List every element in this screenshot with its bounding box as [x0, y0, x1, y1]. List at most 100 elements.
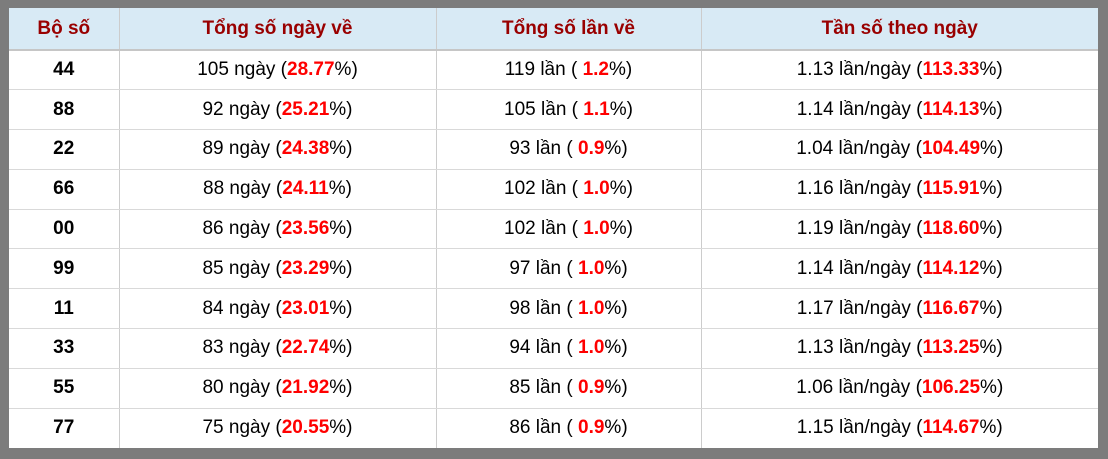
pair-cell: 88 [9, 89, 120, 131]
times-percent: 0.9 [578, 138, 605, 160]
days-percent: 21.92 [281, 377, 330, 399]
times-percent: 1.0 [578, 297, 605, 319]
frequency-text: 1.13 lần/ngày ( [796, 337, 923, 359]
pair-value: 77 [53, 417, 75, 439]
frequency-percent: 114.13 [922, 98, 980, 120]
pair-cell: 66 [9, 169, 120, 210]
frequency-cell: 1.16 lần/ngày (115.91%) [701, 169, 1098, 210]
frequency-close: %) [980, 138, 1004, 160]
frequency-text: 1.06 lần/ngày ( [796, 377, 922, 399]
frequency-cell: 1.14 lần/ngày (114.12%) [701, 248, 1098, 290]
days-close: %) [329, 98, 353, 120]
frequency-percent: 106.25 [921, 377, 981, 399]
times-cell: 119 lần ( 1.2%) [436, 50, 702, 91]
times-text: 86 lần ( [509, 417, 578, 439]
times-percent: 1.0 [583, 178, 610, 200]
pair-value: 44 [53, 59, 75, 81]
times-cell: 86 lần ( 0.9%) [436, 408, 702, 448]
times-text: 94 lần ( [509, 337, 578, 359]
times-close: %) [609, 218, 633, 240]
days-cell: 83 ngày (22.74%) [119, 328, 437, 369]
table-row: 66 88 ngày (24.11%) 102 lần ( 1.0%) 1.16… [9, 169, 1098, 210]
times-cell: 102 lần ( 1.0%) [436, 209, 702, 250]
times-close: %) [604, 138, 628, 160]
frequency-text: 1.04 lần/ngày ( [796, 138, 922, 160]
days-cell: 89 ngày (24.38%) [119, 129, 437, 170]
frequency-close: %) [979, 337, 1003, 359]
frequency-text: 1.19 lần/ngày ( [796, 218, 923, 240]
header-total-times: Tổng số lần về [436, 8, 702, 51]
pair-statistics-table: Bộ số Tổng số ngày về Tổng số lần về Tần… [9, 8, 1098, 448]
days-percent: 20.55 [281, 417, 330, 439]
times-percent: 1.0 [583, 218, 610, 240]
days-percent: 23.56 [281, 218, 330, 240]
header-frequency-per-day: Tần số theo ngày [701, 8, 1098, 51]
times-cell: 102 lần ( 1.0%) [436, 169, 702, 210]
header-pair: Bộ số [9, 8, 120, 51]
days-text: 85 ngày ( [202, 257, 282, 279]
days-text: 86 ngày ( [202, 218, 282, 240]
table-row: 11 84 ngày (23.01%) 98 lần ( 1.0%) 1.17 … [9, 288, 1098, 330]
frequency-close: %) [979, 297, 1003, 319]
days-close: %) [328, 178, 352, 200]
days-close: %) [329, 218, 353, 240]
times-cell: 97 lần ( 1.0%) [436, 248, 702, 290]
times-percent: 1.0 [578, 257, 605, 279]
days-text: 105 ngày ( [197, 59, 287, 81]
times-cell: 93 lần ( 0.9%) [436, 129, 702, 170]
frequency-percent: 113.25 [922, 337, 980, 359]
days-close: %) [329, 257, 353, 279]
frequency-text: 1.14 lần/ngày ( [796, 98, 923, 120]
days-text: 88 ngày ( [203, 178, 283, 200]
days-cell: 92 ngày (25.21%) [119, 89, 437, 131]
times-text: 98 lần ( [509, 297, 578, 319]
days-cell: 88 ngày (24.11%) [119, 169, 437, 210]
frequency-close: %) [979, 98, 1003, 120]
table-row: 88 92 ngày (25.21%) 105 lần ( 1.1%) 1.14… [9, 89, 1098, 131]
days-cell: 86 ngày (23.56%) [119, 209, 437, 250]
days-cell: 80 ngày (21.92%) [119, 368, 437, 409]
days-text: 75 ngày ( [202, 417, 282, 439]
days-close: %) [329, 337, 353, 359]
days-close: %) [329, 377, 353, 399]
header-row: Bộ số Tổng số ngày về Tổng số lần về Tần… [9, 8, 1098, 51]
frequency-percent: 115.91 [922, 178, 980, 200]
frequency-text: 1.17 lần/ngày ( [796, 297, 923, 319]
times-percent: 1.1 [583, 98, 610, 120]
frequency-close: %) [979, 218, 1003, 240]
times-text: 102 lần ( [504, 178, 584, 200]
pair-value: 33 [53, 337, 75, 359]
frequency-percent: 104.49 [921, 138, 981, 160]
days-cell: 75 ngày (20.55%) [119, 408, 437, 448]
days-close: %) [334, 59, 358, 81]
times-percent: 1.2 [582, 59, 609, 81]
pair-cell: 22 [9, 129, 120, 170]
days-percent: 23.01 [281, 297, 330, 319]
times-text: 85 lần ( [509, 377, 578, 399]
days-close: %) [329, 297, 353, 319]
frequency-percent: 113.33 [922, 59, 980, 81]
pair-value: 55 [53, 377, 75, 399]
pair-cell: 55 [9, 368, 120, 409]
times-cell: 105 lần ( 1.1%) [436, 89, 702, 131]
times-close: %) [609, 178, 633, 200]
times-text: 97 lần ( [509, 257, 578, 279]
days-text: 92 ngày ( [202, 98, 282, 120]
frequency-cell: 1.14 lần/ngày (114.13%) [701, 89, 1098, 131]
frequency-percent: 114.12 [922, 257, 980, 279]
pair-value: 22 [53, 138, 75, 160]
times-close: %) [609, 98, 633, 120]
days-close: %) [329, 417, 353, 439]
frequency-percent: 114.67 [922, 417, 980, 439]
pair-cell: 77 [9, 408, 120, 448]
frequency-cell: 1.17 lần/ngày (116.67%) [701, 288, 1098, 330]
frequency-close: %) [979, 417, 1003, 439]
times-text: 119 lần ( [504, 59, 583, 81]
times-text: 93 lần ( [509, 138, 578, 160]
times-close: %) [604, 377, 628, 399]
frequency-cell: 1.15 lần/ngày (114.67%) [701, 408, 1098, 448]
frequency-cell: 1.13 lần/ngày (113.25%) [701, 328, 1098, 369]
table-row: 00 86 ngày (23.56%) 102 lần ( 1.0%) 1.19… [9, 209, 1098, 250]
days-percent: 28.77 [287, 59, 335, 81]
